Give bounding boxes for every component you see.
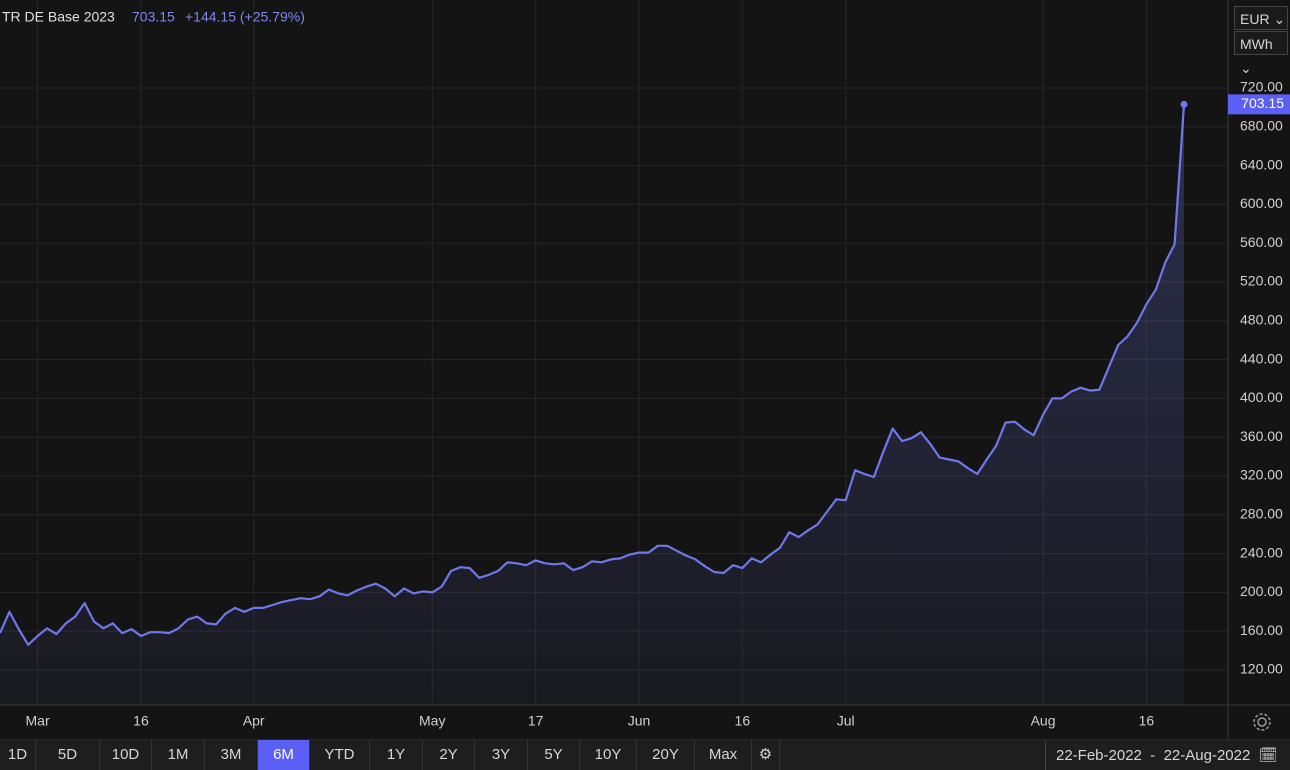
range-button[interactable]: YTD — [310, 740, 370, 770]
unit: MWh — [1240, 36, 1273, 52]
range-bar: 1D 5D 10D 1M 3M 6M YTD 1Y 2Y 3Y 5Y 10Y 20Y Max ⚙ — [0, 740, 1290, 770]
y-tick-label: 640.00 — [1240, 156, 1283, 172]
y-tick-label: 480.00 — [1240, 311, 1283, 327]
y-tick-label: 280.00 — [1240, 505, 1283, 521]
y-tick-label: 520.00 — [1240, 273, 1283, 289]
last-price: 703.15 — [132, 9, 175, 25]
range-button[interactable]: 10D — [100, 740, 152, 770]
range-button[interactable]: 1D — [0, 740, 36, 770]
y-tick-label: 200.00 — [1240, 583, 1283, 599]
range-button[interactable]: Max — [695, 740, 752, 770]
series-name: TR DE Base 2023 — [2, 9, 115, 25]
y-tick-label: 320.00 — [1240, 467, 1283, 483]
area-fill — [0, 104, 1184, 706]
y-tick-label: 160.00 — [1240, 622, 1283, 638]
currency: EUR — [1240, 11, 1270, 27]
x-tick-label: 17 — [528, 713, 544, 729]
range-button[interactable]: 6M — [258, 740, 310, 770]
x-tick-label: Mar — [26, 713, 50, 729]
x-tick-label: Jun — [628, 713, 651, 729]
x-tick-label: Jul — [837, 713, 855, 729]
date-range[interactable]: 22-Feb-2022 - 22-Aug-2022 🗓 — [1045, 741, 1290, 770]
x-tick-label: May — [419, 713, 445, 729]
y-tick-label: 360.00 — [1240, 428, 1283, 444]
currency-select[interactable]: EUR ⌄ — [1234, 6, 1288, 30]
range-button[interactable]: 5Y — [528, 740, 580, 770]
x-tick-label: 16 — [735, 713, 751, 729]
last-price-box — [1228, 94, 1290, 115]
x-tick-label: Apr — [243, 713, 265, 729]
last-point — [1180, 100, 1188, 108]
range-button[interactable]: 10Y — [580, 740, 637, 770]
unit-select[interactable]: MWh ⌄ — [1234, 31, 1288, 76]
price-line — [0, 104, 1186, 646]
range-button[interactable]: 3Y — [475, 740, 528, 770]
chart: TR DE Base 2023 703.15 +144.15 (+25.79%)… — [0, 0, 1290, 740]
y-tick-label: 720.00 — [1240, 79, 1283, 95]
y-tick-label: 680.00 — [1240, 117, 1283, 133]
range-button[interactable]: 1M — [152, 740, 205, 770]
range-button[interactable]: 1Y — [370, 740, 423, 770]
x-tick-label: Aug — [1031, 713, 1056, 729]
range-button[interactable]: 2Y — [423, 740, 475, 770]
y-tick-label: 240.00 — [1240, 544, 1283, 560]
y-tick-label: 120.00 — [1240, 661, 1283, 677]
y-tick-label: 600.00 — [1240, 195, 1283, 211]
settings-icon[interactable] — [1253, 713, 1271, 731]
last-price-label: 703.15 — [1241, 95, 1284, 111]
range-button[interactable]: 20Y — [637, 740, 695, 770]
x-tick-label: 16 — [1139, 713, 1155, 729]
range-button[interactable]: 3M — [205, 740, 258, 770]
x-tick-label: 16 — [133, 713, 149, 729]
y-tick-label: 440.00 — [1240, 350, 1283, 366]
date-from: 22-Feb-2022 — [1056, 747, 1142, 764]
y-tick-label: 400.00 — [1240, 389, 1283, 405]
price-change: +144.15 (+25.79%) — [185, 9, 305, 25]
date-to: 22-Aug-2022 — [1163, 747, 1251, 764]
range-button[interactable]: 5D — [36, 740, 100, 770]
y-tick-label: 560.00 — [1240, 234, 1283, 250]
range-settings[interactable]: ⚙ — [752, 740, 780, 770]
